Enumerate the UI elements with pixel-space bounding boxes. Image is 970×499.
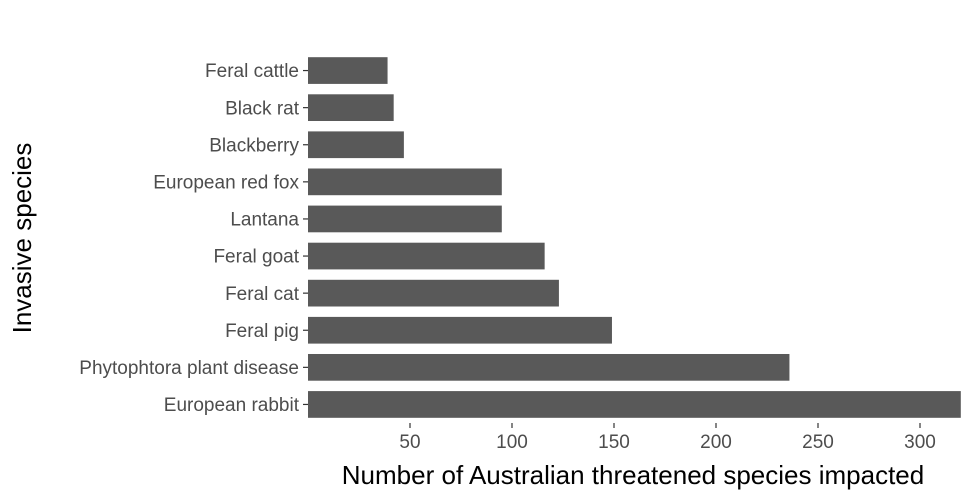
x-tick-label: 300	[904, 432, 936, 453]
x-tick-label: 200	[700, 432, 732, 453]
bar-feral-cattle	[308, 57, 388, 84]
bar-feral-goat	[308, 242, 545, 270]
y-tick-label: Phytophtora plant disease	[79, 358, 299, 379]
y-tick-label: European red fox	[153, 173, 299, 194]
y-axis-ticks: Feral cattle Black rat Blackberry European …	[79, 61, 308, 416]
y-tick-label: Feral cat	[225, 284, 300, 305]
bar-european-red-fox	[308, 168, 502, 196]
bar-phytophtora-plant-disease	[308, 353, 790, 381]
y-tick-label: Feral pig	[225, 321, 299, 342]
bar-black-rat	[308, 94, 394, 122]
bar-blackberry	[308, 131, 404, 159]
y-tick-label: Blackberry	[209, 135, 299, 156]
x-tick-label: 100	[496, 432, 528, 453]
x-tick-label: 250	[802, 432, 834, 453]
y-tick-label: Feral cattle	[205, 61, 299, 82]
bar-feral-cat	[308, 279, 559, 307]
x-tick-label: 150	[598, 432, 630, 453]
x-tick-label: 50	[399, 432, 420, 453]
x-axis-title: Number of Australian threatened species …	[342, 460, 924, 490]
bars-group	[308, 57, 961, 418]
y-axis-title: Invasive species	[7, 143, 37, 334]
bar-feral-pig	[308, 316, 612, 344]
x-axis-ticks: 50 100 150 200 250 300	[399, 423, 936, 453]
y-tick-label: Feral goat	[213, 247, 299, 268]
bar-lantana	[308, 205, 502, 233]
y-tick-label: Lantana	[230, 210, 299, 231]
y-tick-label: Black rat	[225, 98, 300, 119]
bar-european-rabbit	[308, 391, 961, 418]
y-tick-label: European rabbit	[164, 395, 300, 416]
